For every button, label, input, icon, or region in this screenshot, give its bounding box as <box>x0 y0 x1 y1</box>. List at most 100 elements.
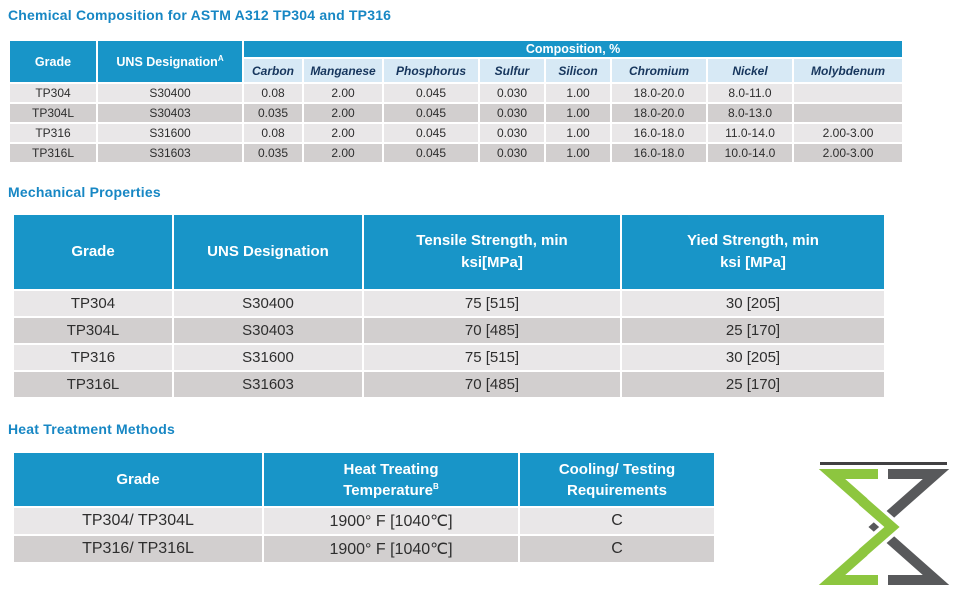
table-cell: 0.08 <box>242 82 304 104</box>
table-cell: 0.045 <box>382 122 480 144</box>
table-cell: 70 [485] <box>362 370 622 399</box>
table-cell: 25 [170] <box>620 316 886 345</box>
table-cell: 16.0-18.0 <box>610 122 708 144</box>
table-cell: 2.00-3.00 <box>791 142 905 164</box>
table-cell: S31600 <box>96 122 244 144</box>
tensile-strength-column-header: Tensile Strength, min ksi[MPa] <box>362 213 622 291</box>
table-cell: 1900° F [1040℃] <box>262 534 520 564</box>
table-cell: 11.0-14.0 <box>706 122 794 144</box>
heat-treatment-table: Grade Heat Treating TemperatureB Cooling… <box>12 451 716 564</box>
table-cell: 0.030 <box>478 102 546 124</box>
table-row: TP304 S30400 75 [515] 30 [205] <box>12 289 886 318</box>
table-cell: 2.00-3.00 <box>791 122 905 144</box>
x-logo-graphic <box>809 462 954 589</box>
footnote-marker-b: B <box>432 481 439 491</box>
table-header-row: Grade UNS Designation Tensile Strength, … <box>12 213 886 291</box>
table-cell: TP304 <box>8 82 98 104</box>
x-brand-logo-icon <box>809 460 954 589</box>
footnote-marker-a: A <box>217 53 224 63</box>
table-cell: 1.00 <box>544 102 612 124</box>
table-cell: TP304L <box>12 316 174 345</box>
table-cell: 1.00 <box>544 142 612 164</box>
table-cell: 75 [515] <box>362 343 622 372</box>
table-header-row: Grade Heat Treating TemperatureB Cooling… <box>12 451 716 508</box>
table-cell: S30403 <box>172 316 364 345</box>
nickel-header: Nickel <box>706 57 794 84</box>
grade-column-header: Grade <box>12 213 174 291</box>
phosphorus-header: Phosphorus <box>382 57 480 84</box>
table-cell: 8.0-13.0 <box>706 102 794 124</box>
table-cell: 0.045 <box>382 142 480 164</box>
table-cell <box>791 102 905 124</box>
table-row: TP304/ TP304L 1900° F [1040℃] C <box>12 506 716 536</box>
table-cell: 10.0-14.0 <box>706 142 794 164</box>
table-cell: TP304 <box>12 289 174 318</box>
table-cell: 0.045 <box>382 102 480 124</box>
table-row: TP316L S31603 0.035 2.00 0.045 0.030 1.0… <box>8 142 905 164</box>
table-cell: S31603 <box>172 370 364 399</box>
table-cell: TP316 <box>12 343 174 372</box>
table-cell: 0.08 <box>242 122 304 144</box>
table-cell: TP316 <box>8 122 98 144</box>
table-cell: 1.00 <box>544 82 612 104</box>
heat-treating-temperature-column-header: Heat Treating TemperatureB <box>262 451 520 508</box>
table-cell: 30 [205] <box>620 343 886 372</box>
table-cell: C <box>518 534 716 564</box>
table-cell: 2.00 <box>302 142 384 164</box>
table-cell: 75 [515] <box>362 289 622 318</box>
table-row: TP316L S31603 70 [485] 25 [170] <box>12 370 886 399</box>
table-row: TP304L S30403 0.035 2.00 0.045 0.030 1.0… <box>8 102 905 124</box>
molybdenum-header: Molybdenum <box>791 57 905 84</box>
chemical-composition-table: Grade UNS DesignationA Composition, % Ca… <box>8 39 905 164</box>
table-cell: 18.0-20.0 <box>610 82 708 104</box>
table-cell: 0.030 <box>478 82 546 104</box>
chromium-header: Chromium <box>610 57 708 84</box>
table-cell: S30400 <box>172 289 364 318</box>
table-cell: TP316L <box>8 142 98 164</box>
cooling-testing-column-header: Cooling/ Testing Requirements <box>518 451 716 508</box>
table-cell: 30 [205] <box>620 289 886 318</box>
element-header-row: Carbon Manganese Phosphorus Sulfur Silic… <box>9 57 905 84</box>
mechanical-properties-heading: Mechanical Properties <box>8 184 161 200</box>
composition-band-header: Composition, % <box>241 39 905 59</box>
table-row: TP304 S30400 0.08 2.00 0.045 0.030 1.00 … <box>8 82 905 104</box>
table-cell: 70 [485] <box>362 316 622 345</box>
table-cell: 1900° F [1040℃] <box>262 506 520 536</box>
mechanical-properties-table: Grade UNS Designation Tensile Strength, … <box>12 213 886 399</box>
table-cell: 2.00 <box>302 102 384 124</box>
table-cell: 8.0-11.0 <box>706 82 794 104</box>
table-cell: 0.035 <box>242 102 304 124</box>
yield-strength-column-header: Yied Strength, min ksi [MPa] <box>620 213 886 291</box>
table-cell: 0.045 <box>382 82 480 104</box>
table-cell: 0.030 <box>478 122 546 144</box>
table-row: TP304L S30403 70 [485] 25 [170] <box>12 316 886 345</box>
table-cell: 18.0-20.0 <box>610 102 708 124</box>
sulfur-header: Sulfur <box>478 57 546 84</box>
table-cell: S31603 <box>96 142 244 164</box>
table-cell: 2.00 <box>302 122 384 144</box>
table-cell: C <box>518 506 716 536</box>
grade-column-header: Grade <box>8 39 98 84</box>
heat-treatment-heading: Heat Treatment Methods <box>8 421 175 437</box>
manganese-header: Manganese <box>302 57 384 84</box>
table-cell: TP304/ TP304L <box>12 506 264 536</box>
table-row: TP316 S31600 0.08 2.00 0.045 0.030 1.00 … <box>8 122 905 144</box>
table-cell: 0.035 <box>242 142 304 164</box>
uns-designation-column-header: UNS Designation <box>172 213 364 291</box>
table-cell: TP316/ TP316L <box>12 534 264 564</box>
silicon-header: Silicon <box>544 57 612 84</box>
table-cell: 25 [170] <box>620 370 886 399</box>
chemical-composition-heading: Chemical Composition for ASTM A312 TP304… <box>8 7 392 23</box>
table-row: TP316/ TP316L 1900° F [1040℃] C <box>12 534 716 564</box>
table-cell: TP304L <box>8 102 98 124</box>
table-cell: 2.00 <box>302 82 384 104</box>
table-cell: 0.030 <box>478 142 546 164</box>
carbon-header: Carbon <box>242 57 304 84</box>
table-row: TP316 S31600 75 [515] 30 [205] <box>12 343 886 372</box>
table-cell: S31600 <box>172 343 364 372</box>
uns-designation-column-header: UNS DesignationA <box>96 39 244 84</box>
table-cell <box>791 82 905 104</box>
table-cell: TP316L <box>12 370 174 399</box>
table-cell: 1.00 <box>544 122 612 144</box>
